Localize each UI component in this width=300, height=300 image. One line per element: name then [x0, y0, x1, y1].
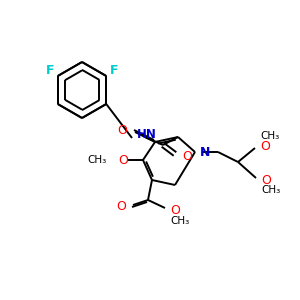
Text: O: O — [117, 124, 127, 136]
Text: CH₃: CH₃ — [261, 185, 280, 195]
Text: O: O — [260, 140, 270, 152]
Text: CH₃: CH₃ — [260, 131, 279, 141]
Text: F: F — [46, 64, 54, 76]
Text: N: N — [200, 146, 210, 158]
Text: CH₃: CH₃ — [170, 216, 189, 226]
Text: O: O — [118, 154, 128, 166]
Text: O: O — [116, 200, 126, 214]
Text: O: O — [170, 203, 180, 217]
Text: O: O — [182, 149, 192, 163]
Text: CH₃: CH₃ — [88, 155, 107, 165]
Text: F: F — [110, 64, 118, 76]
Text: O: O — [261, 173, 271, 187]
Text: HN: HN — [137, 128, 157, 142]
